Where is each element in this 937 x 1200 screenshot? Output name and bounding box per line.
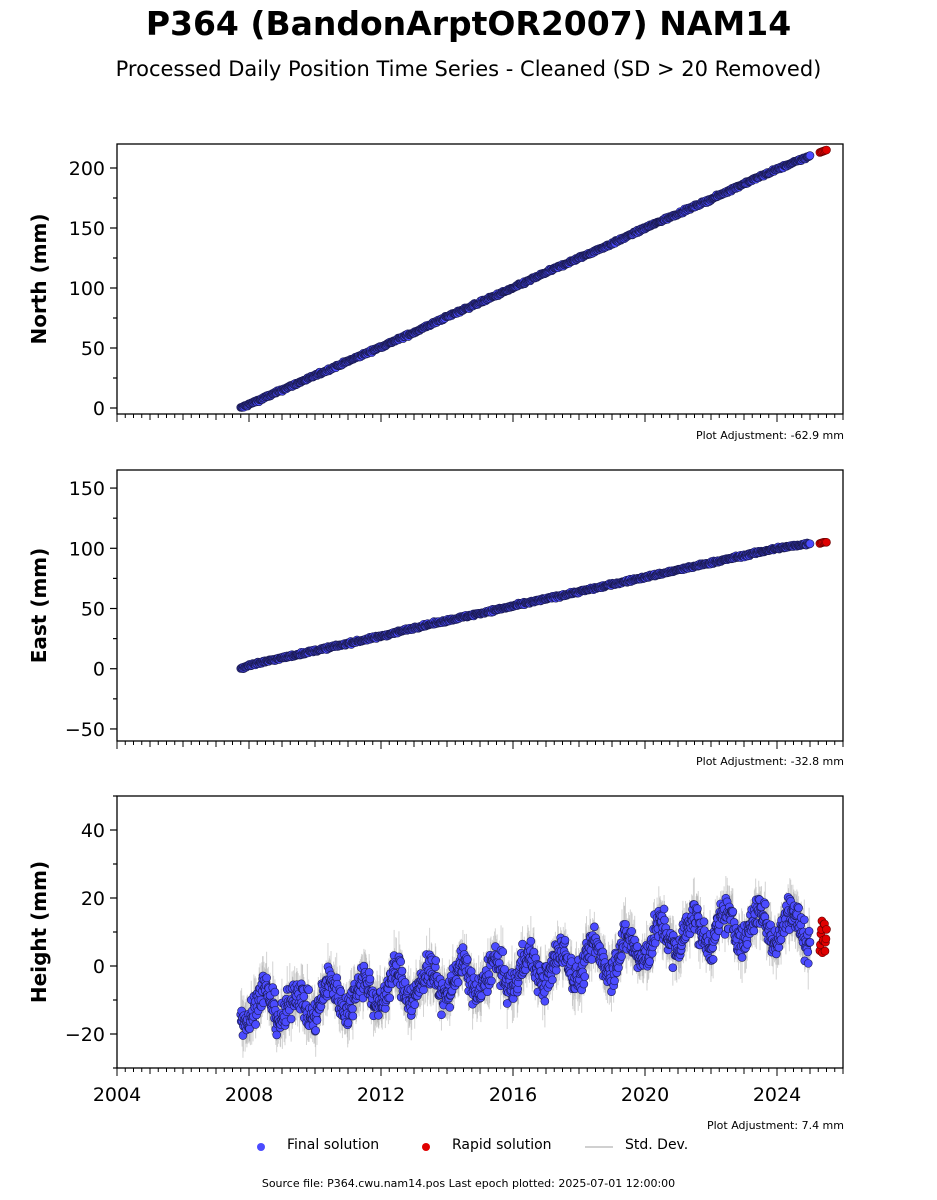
x-tick-label: 2016	[489, 1084, 537, 1106]
data-layer	[236, 876, 831, 1058]
y-tick-label: 100	[69, 278, 105, 300]
panel-height: −20 0 20 40 Height (mm) 2004 2008 2012 2016 2020 2…	[27, 795, 844, 1106]
panel-north: 0 50 100 150 200 North (mm)	[27, 143, 844, 422]
plot-frame	[116, 469, 844, 742]
rapid-solution-points	[815, 537, 831, 548]
y-tick-label: 150	[69, 478, 105, 500]
chart-subtitle: Processed Daily Position Time Series - C…	[115, 57, 822, 81]
x-tick-label: 2024	[753, 1084, 801, 1106]
x-tick-label: 2020	[621, 1084, 669, 1106]
y-tick-label: −50	[65, 719, 105, 741]
final-solution-points	[236, 151, 815, 412]
y-tick-label: 50	[81, 599, 105, 621]
final-solution-point	[805, 539, 815, 549]
y-tick-label: 0	[93, 956, 105, 978]
x-tick-label: 2004	[93, 1084, 141, 1106]
y-tick-label: 50	[81, 338, 105, 360]
final-solution-point	[805, 151, 815, 160]
chart-title: P364 (BandonArptOR2007) NAM14	[145, 4, 792, 43]
y-tick-label: 100	[69, 538, 105, 560]
panel-east: −50 0 50 100 150 East (mm)	[27, 469, 844, 749]
data-layer	[236, 537, 831, 673]
y-tick-label: 0	[93, 398, 105, 420]
y-tick-label: 0	[93, 659, 105, 681]
final-solution-points	[236, 538, 815, 673]
y-tick-label: 200	[69, 158, 105, 180]
y-tick-label: 150	[69, 218, 105, 240]
y-tick-label: −20	[65, 1024, 105, 1046]
rapid-solution-point	[822, 537, 831, 547]
y-axis-label: Height (mm)	[27, 861, 51, 1003]
x-tick-label: 2008	[225, 1084, 273, 1106]
y-tick-label: 20	[81, 888, 105, 910]
data-layer	[236, 145, 831, 412]
y-tick-label: 40	[81, 820, 105, 842]
rapid-solution-point	[822, 145, 831, 155]
x-tick-label: 2012	[357, 1084, 405, 1106]
y-axis-label: East (mm)	[27, 548, 51, 664]
rapid-solution-points	[815, 145, 831, 157]
y-axis-label: North (mm)	[27, 213, 51, 344]
